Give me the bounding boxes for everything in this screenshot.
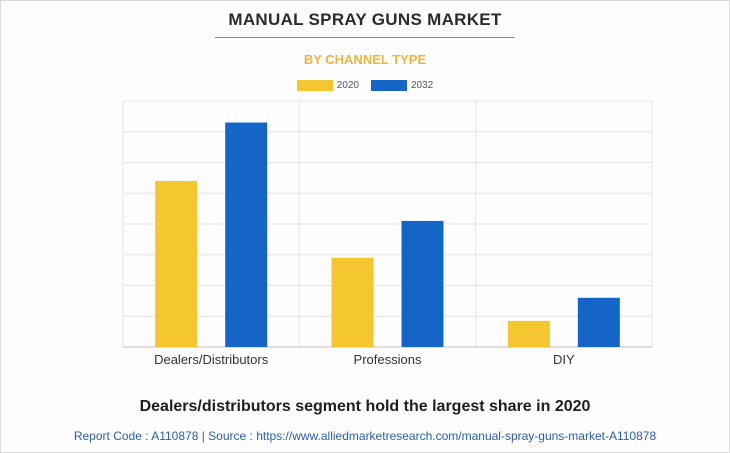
legend-item-2032[interactable]: 2032: [371, 80, 433, 91]
x-tick-label: DIY: [553, 352, 575, 367]
legend-swatch-2032: [371, 80, 407, 91]
legend-label-2020: 2020: [336, 80, 359, 91]
bar-2020-diy: [507, 320, 550, 347]
legend-label-2032: 2032: [411, 80, 434, 91]
title-divider: [215, 37, 515, 38]
x-tick-label: Professions: [354, 352, 422, 367]
legend: 2020 2032: [0, 80, 730, 91]
bar-2032-dealers-distributors: [225, 122, 268, 348]
chart-subtitle: BY CHANNEL TYPE: [303, 52, 427, 67]
x-tick-label: Dealers/Distributors: [154, 352, 269, 367]
chart-caption: Dealers/distributors segment hold the la…: [139, 398, 591, 415]
bar-2020-dealers-distributors: [155, 180, 198, 347]
bar-2032-professions: [401, 220, 444, 347]
legend-swatch-2020: [296, 80, 333, 91]
legend-item-2020[interactable]: 2020: [296, 80, 359, 91]
source-line[interactable]: Report Code : A110878 | Source : https:/…: [73, 429, 657, 443]
bar-2032-diy: [577, 297, 620, 347]
chart-title: MANUAL SPRAY GUNS MARKET: [228, 10, 502, 29]
bar-2020-professions: [331, 257, 374, 347]
